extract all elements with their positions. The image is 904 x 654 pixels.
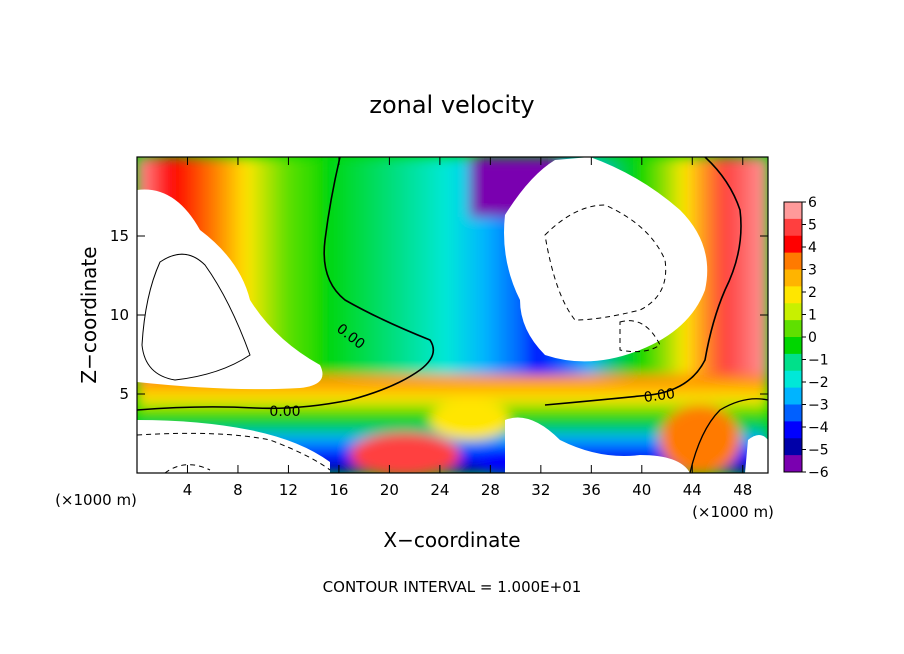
- x-tick-label: 12: [279, 481, 298, 499]
- colorbar-tick-label: −4: [808, 420, 829, 436]
- colorbar-swatch: [784, 337, 802, 355]
- colorbar-tick-label: 6: [808, 195, 817, 211]
- colorbar-swatch: [784, 353, 802, 372]
- x-tick-label: 44: [683, 481, 702, 499]
- colorbar-tick-label: 4: [808, 240, 817, 256]
- x-axis-label: X−coordinate: [383, 528, 520, 552]
- x-unit-right: (×1000 m): [692, 503, 774, 521]
- contour-east-small-cell: [619, 320, 661, 353]
- y-tick-label: 5: [119, 385, 129, 403]
- colorbar-tick-label: −3: [808, 398, 829, 414]
- plot-area: [137, 157, 768, 473]
- x-tick-label: 8: [233, 481, 243, 499]
- colorbar-swatch: [784, 370, 802, 389]
- x-tick-label: 28: [481, 481, 500, 499]
- x-unit-left: (×1000 m): [55, 491, 137, 509]
- colorbar-tick-label: −2: [808, 375, 829, 391]
- colorbar-swatch: [784, 303, 802, 321]
- x-tick-label: 36: [582, 481, 601, 499]
- x-tick-label: 40: [632, 481, 651, 499]
- x-axis-ticks: 4 8 12 16 20 24 28 32 36 40 44 48: [183, 157, 752, 499]
- x-tick-label: 16: [329, 481, 348, 499]
- contour-west-cell: [141, 253, 251, 381]
- x-tick-label: 4: [183, 481, 193, 499]
- colorbar-swatch: [784, 202, 802, 220]
- contour-label-east: 0.00: [643, 386, 676, 406]
- x-tick-label: 20: [380, 481, 399, 499]
- colorbar-tick-label: 5: [808, 218, 817, 234]
- y-tick-label: 15: [110, 227, 129, 245]
- zero-contour-east: [544, 157, 742, 406]
- colorbar-tick-label: −6: [808, 465, 829, 481]
- zero-contour-lower: [689, 398, 768, 473]
- x-tick-label: 24: [430, 481, 449, 499]
- colorbar-swatch: [784, 404, 802, 422]
- y-axis-label: Z−coordinate: [77, 246, 101, 383]
- x-tick-label: 32: [531, 481, 550, 499]
- colorbar-tick-label: 3: [808, 263, 817, 279]
- colorbar-swatch: [784, 455, 802, 473]
- chart-title: zonal velocity: [369, 91, 534, 119]
- colorbar-swatch: [784, 387, 802, 405]
- contour-bottom-left: [164, 464, 211, 473]
- contour-lines: [137, 157, 768, 473]
- colorbar-tick-label: −1: [808, 353, 829, 369]
- zero-contour-west: [137, 157, 435, 411]
- colorbar-swatch: [784, 438, 802, 456]
- contour-interval-footer: CONTOUR INTERVAL = 1.000E+01: [323, 578, 582, 596]
- colorbar-swatch: [784, 252, 802, 270]
- y-tick-label: 10: [110, 306, 129, 324]
- colorbar-swatch: [784, 235, 802, 254]
- colorbar-tick-label: 1: [808, 308, 817, 324]
- y-axis-ticks: 5 10 15: [110, 227, 768, 403]
- masked-regions: [137, 157, 768, 473]
- contour-east-cell: [544, 204, 667, 321]
- colorbar-tick-label: 0: [808, 330, 817, 346]
- colorbar-tick-label: 2: [808, 285, 817, 301]
- colorbar-swatch: [784, 269, 802, 287]
- x-tick-label: 48: [733, 481, 752, 499]
- colorbar: 6 5 4 3 2 1 0 −1 −2 −3 −4 −5 −6: [783, 195, 829, 481]
- colorbar-swatch: [784, 320, 802, 338]
- contour-lower-left: [137, 432, 331, 471]
- colorbar-tick-label: −5: [808, 443, 829, 459]
- colorbar-swatch: [784, 421, 802, 439]
- colorbar-swatch: [784, 286, 802, 304]
- colorbar-swatch: [784, 218, 802, 237]
- contour-label-mid: 0.00: [269, 404, 300, 420]
